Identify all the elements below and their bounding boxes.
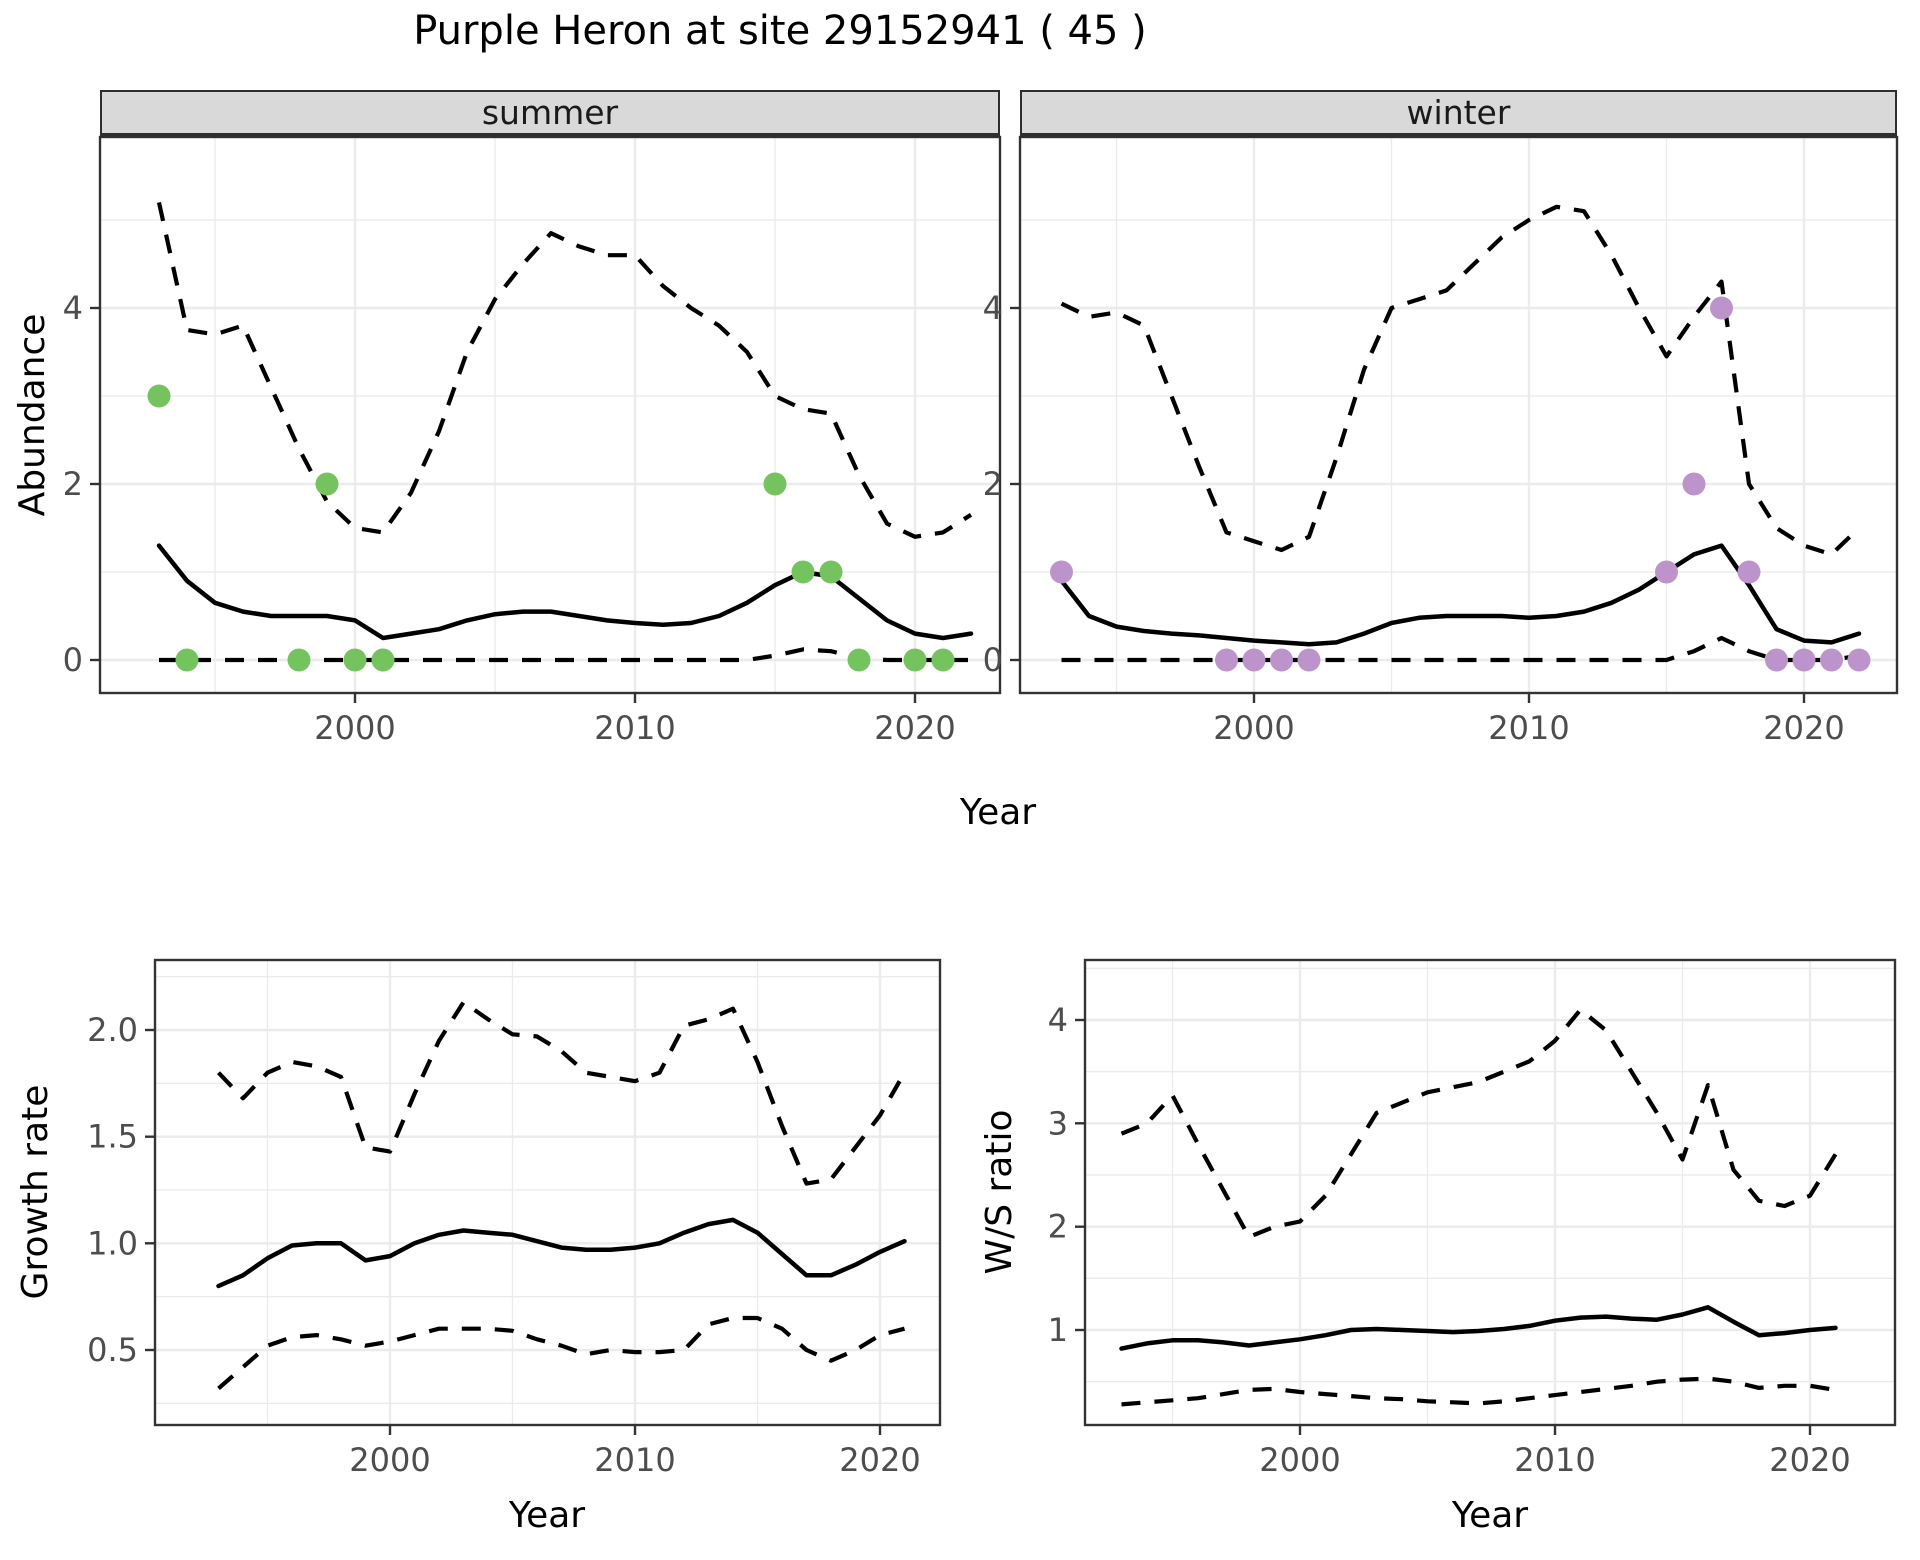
ws-ratio-panel: 2000 2010 2020 1 2 3 4 [1048,958,1897,1479]
summer-abundance-observation-point [147,384,171,408]
y-tick-label: 2 [983,465,1003,503]
summer-abundance-observation-point [315,472,339,496]
y-tick-label: 1.0 [87,1224,138,1262]
summer-abundance-observation-point [371,648,395,672]
facet-label-winter: winter [1406,93,1511,132]
growth-rate-lower-ci-line [217,1315,906,1390]
winter-abundance-observation-point [1050,560,1073,584]
y-tick-label: 2 [63,465,83,503]
winter-abundance-observation-point [1242,648,1266,672]
facet-label-summer: summer [481,93,619,132]
ws-ratio-mean-line [1119,1305,1838,1351]
x-tick-label: 2000 [349,1441,430,1479]
y-tick-label: 1.5 [87,1118,138,1156]
winter-abundance-lower-ci-line [1061,635,1860,663]
summer-abundance-observation-point [931,648,955,672]
winter-abundance-panel-border [1018,135,1899,695]
summer-abundance-panel-border [98,135,1002,695]
x-tick-label: 2020 [1769,1441,1850,1479]
y-tick-label: 4 [63,289,83,327]
year-axis-title-top: Year [959,792,1037,833]
winter-abundance-observation-point [1847,648,1871,672]
y-tick-label: 0 [983,641,1003,679]
x-tick-label: 2010 [1514,1441,1595,1479]
winter-abundance-observation-point [1270,648,1293,672]
facet-strip-winter: winter [1020,90,1897,137]
x-tick-label: 2010 [594,1441,675,1479]
growth-rate-mean-line [216,1217,907,1289]
ws-ratio-panel-border [1083,958,1897,1427]
winter-abundance-mean-line [1059,543,1862,647]
growth-rate-panel: 2000 2010 2020 0.5 1.0 1.5 2.0 [87,958,942,1479]
ws-ratio-axis-title: W/S ratio [979,1109,1020,1275]
y-tick-label: 2 [1048,1208,1068,1246]
x-tick-label: 2020 [874,709,955,747]
x-tick-label: 2000 [314,709,395,747]
winter-abundance-observation-point [1820,648,1843,672]
winter-abundance-observation-point [1737,560,1761,584]
winter-abundance-observation-point [1710,296,1733,320]
x-tick-label: 2020 [1763,709,1844,747]
y-tick-label: 0 [63,641,83,679]
growth-rate-upper-ci-line [216,1000,907,1186]
summer-abundance-observation-point [847,648,871,672]
summer-abundance-panel: 2000 2010 2020 0 2 4 [63,135,1002,747]
winter-abundance-observation-point [1792,648,1816,672]
chart-title: Purple Heron at site 29152941 ( 45 ) [413,8,1147,54]
winter-abundance-observation-point [1297,648,1321,672]
winter-abundance-observation-point [1655,560,1678,584]
x-tick-label: 2020 [839,1441,920,1479]
winter-abundance-upper-ci-line [1060,204,1861,557]
winter-abundance-panel: 2000 2010 2020 0 2 4 [983,135,1899,747]
summer-abundance-observation-point [175,648,199,672]
x-tick-label: 2000 [1213,709,1294,747]
abundance-axis-title: Abundance [12,313,53,517]
summer-abundance-observation-point [903,648,927,672]
x-tick-label: 2010 [594,709,675,747]
growth-rate-axis-title: Growth rate [15,1084,56,1300]
winter-abundance-observation-point [1215,648,1238,672]
x-tick-label: 2010 [1488,709,1569,747]
summer-abundance-upper-ci-line [156,201,973,539]
facet-strip-summer: summer [100,90,1000,137]
y-tick-label: 0.5 [87,1331,138,1369]
y-tick-label: 4 [983,289,1003,327]
winter-abundance-observation-point [1682,472,1706,496]
y-tick-label: 3 [1048,1104,1068,1142]
y-tick-label: 4 [1048,1001,1068,1039]
ws-ratio-lower-ci-line [1121,1376,1836,1407]
ws-ratio-upper-ci-line [1120,1007,1838,1240]
summer-abundance-mean-line [156,543,974,641]
growth-rate-panel-border [153,958,942,1427]
summer-abundance-observation-point [343,648,367,672]
summer-abundance-observation-point [819,560,843,584]
winter-abundance-observation-point [1765,648,1788,672]
summer-abundance-observation-point [763,472,787,496]
y-tick-label: 1 [1048,1311,1068,1349]
year-axis-title-growth: Year [508,1495,586,1536]
year-axis-title-ws: Year [1451,1495,1529,1536]
y-tick-label: 2.0 [87,1011,138,1049]
summer-abundance-observation-point [791,560,815,584]
summer-abundance-observation-point [287,648,311,672]
x-tick-label: 2000 [1259,1441,1340,1479]
